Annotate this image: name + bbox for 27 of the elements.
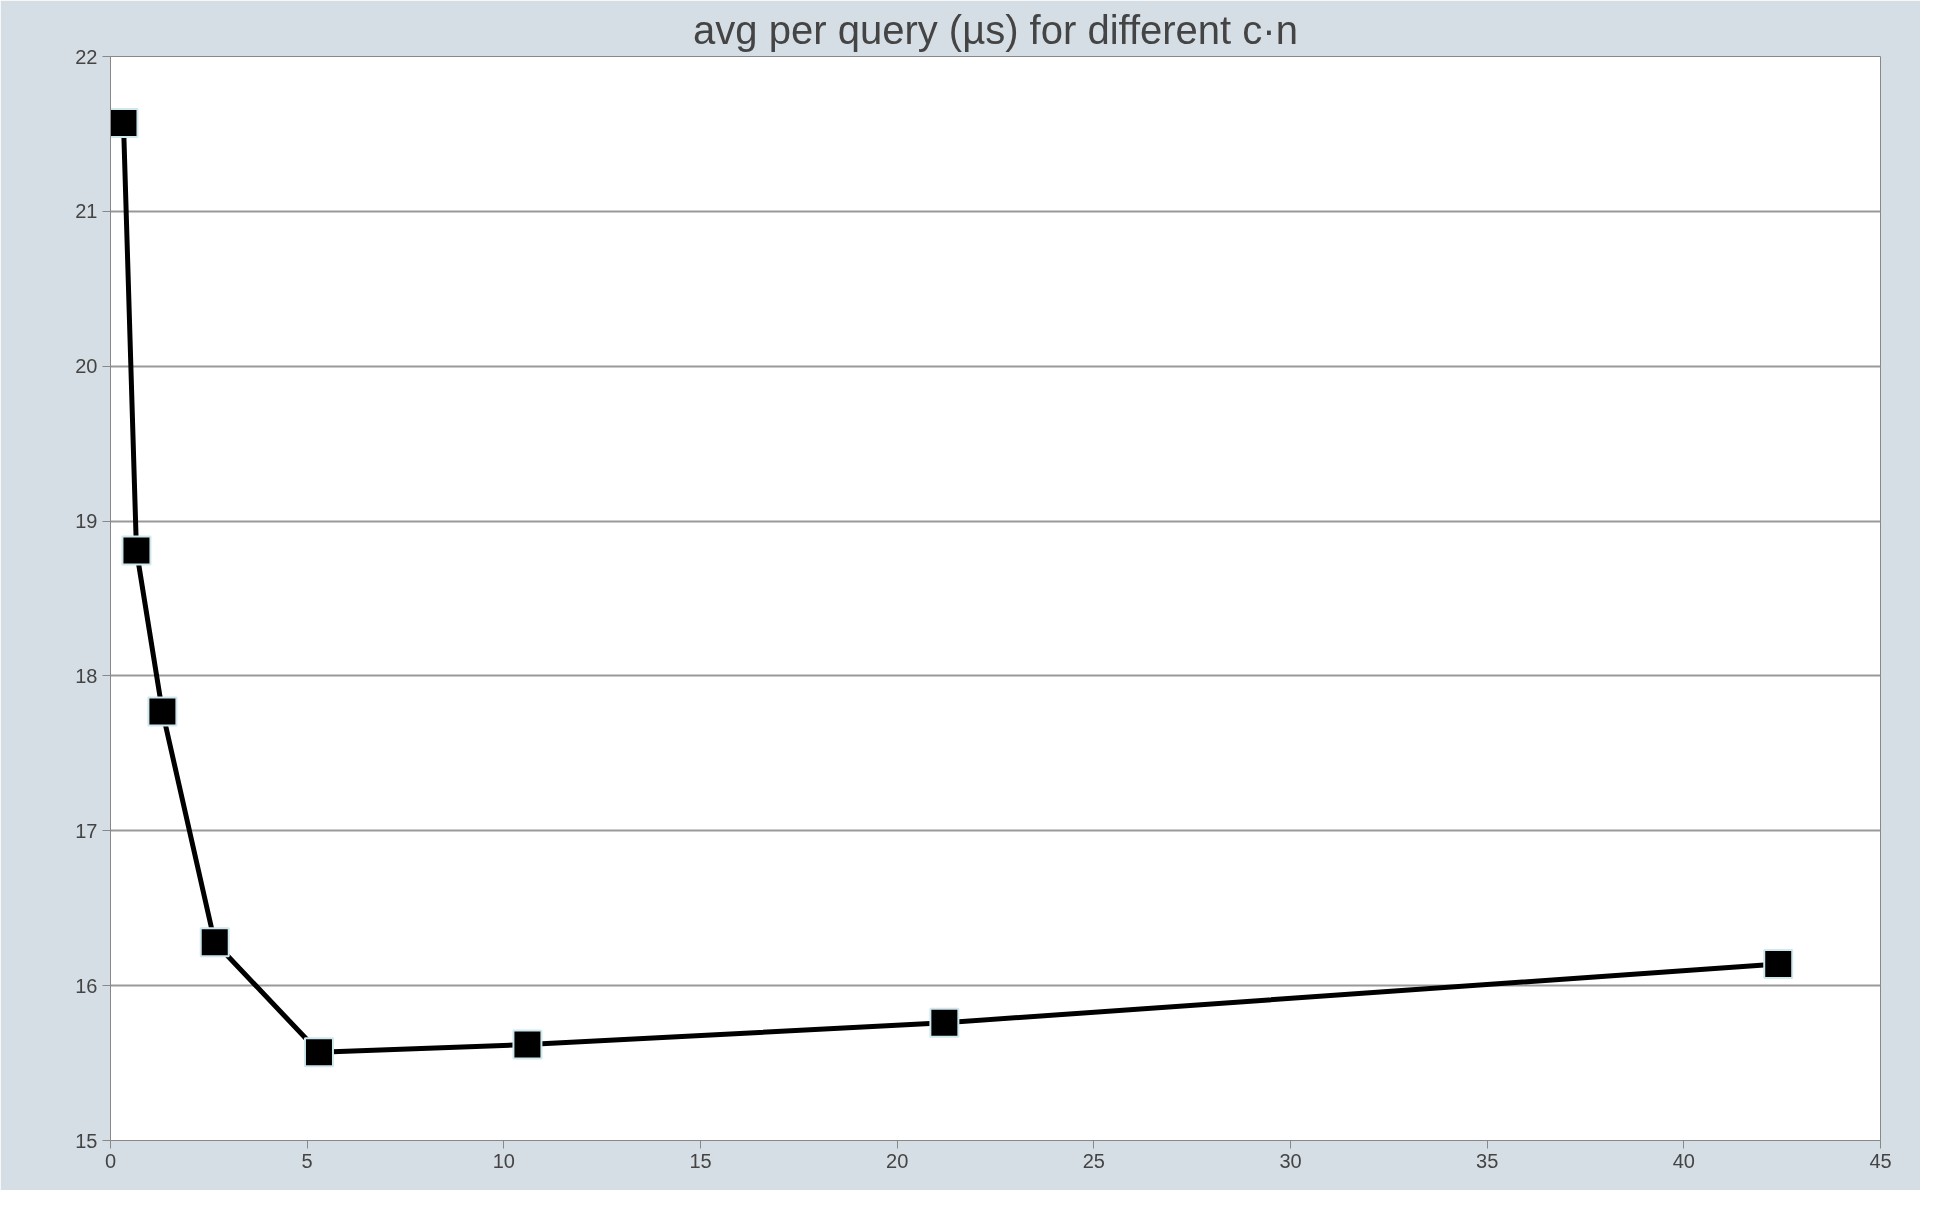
point bbox=[303, 1037, 334, 1068]
x-tick-label: 30 bbox=[1279, 1149, 1302, 1172]
x-tick-label: 15 bbox=[689, 1149, 712, 1172]
y-tick-label: 22 bbox=[75, 45, 98, 68]
point bbox=[147, 696, 178, 727]
x-tick-label: 5 bbox=[301, 1149, 313, 1172]
x-tick-label: 40 bbox=[1672, 1149, 1695, 1172]
point bbox=[1763, 948, 1794, 979]
point bbox=[512, 1029, 543, 1060]
y-tick-label: 20 bbox=[75, 355, 98, 378]
y-tick-label: 19 bbox=[75, 510, 98, 533]
point bbox=[121, 535, 152, 566]
chart-title: avg per query (µs) for different c·n bbox=[693, 7, 1298, 52]
x-tick-label: 35 bbox=[1476, 1149, 1499, 1172]
point bbox=[110, 108, 139, 139]
y-tick-label: 16 bbox=[75, 974, 98, 997]
point bbox=[929, 1007, 960, 1038]
y-tick-label: 17 bbox=[75, 819, 98, 842]
x-tick-label: 10 bbox=[492, 1149, 515, 1172]
x-tick-label: 20 bbox=[886, 1149, 909, 1172]
y-tick-label: 18 bbox=[75, 664, 98, 687]
x-tick-label: 25 bbox=[1082, 1149, 1105, 1172]
y-tick-label: 21 bbox=[75, 200, 98, 223]
y-tick-label: 15 bbox=[75, 1129, 98, 1152]
x-tick-label: 0 bbox=[104, 1149, 117, 1172]
point bbox=[199, 927, 230, 958]
x-tick-label: 45 bbox=[1869, 1149, 1892, 1172]
